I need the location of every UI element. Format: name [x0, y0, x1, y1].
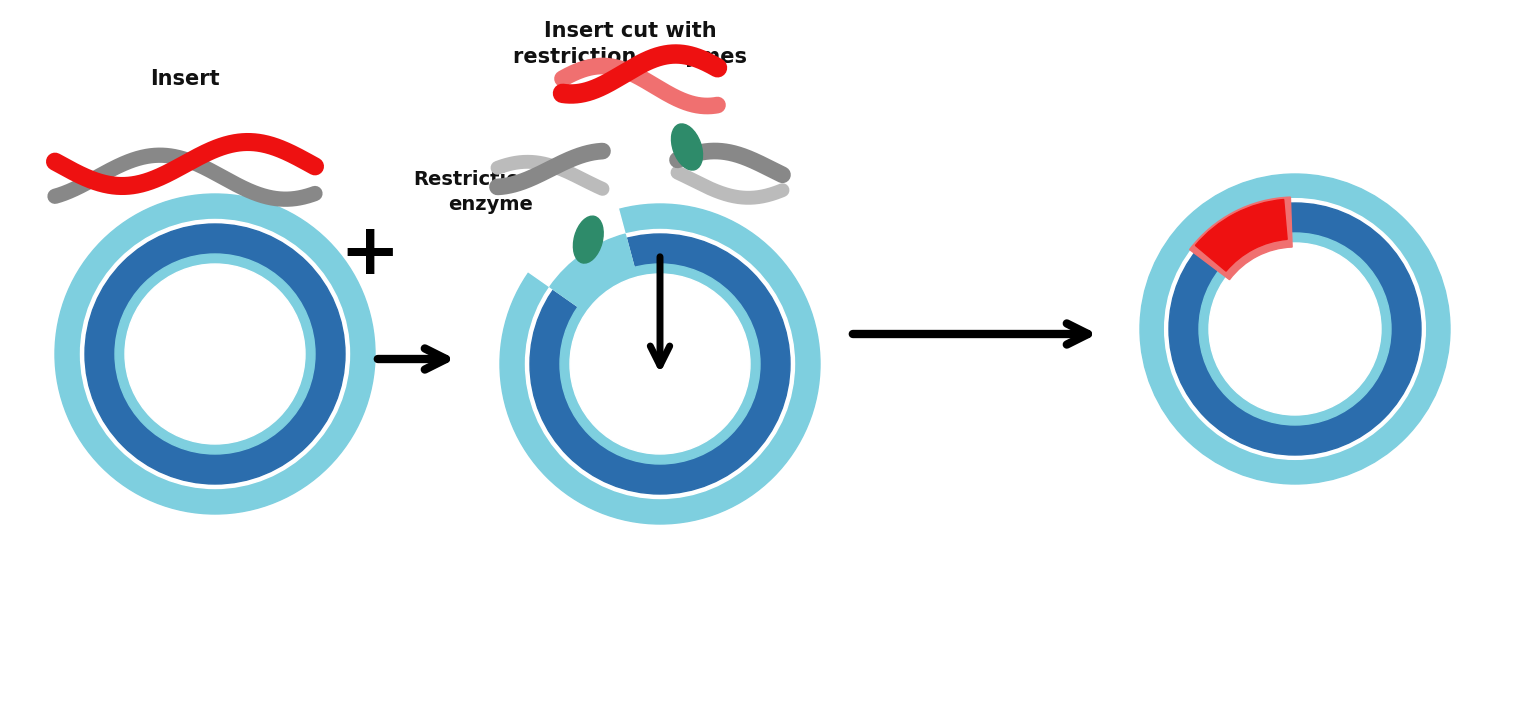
Text: Cloning vector cut
with restriction
enzymes: Cloning vector cut with restriction enzy… [559, 339, 761, 408]
Text: Recombinant
DNA: Recombinant DNA [1223, 306, 1368, 352]
Text: Insert: Insert [151, 69, 220, 89]
Circle shape [1169, 203, 1421, 455]
Circle shape [1164, 199, 1426, 459]
Circle shape [1140, 174, 1451, 484]
Circle shape [125, 264, 305, 444]
Text: Insert cut with
restriction enzymes: Insert cut with restriction enzymes [513, 21, 747, 67]
Circle shape [561, 264, 761, 464]
Text: Cloning
vector: Cloning vector [174, 337, 256, 382]
Wedge shape [1189, 197, 1292, 279]
Ellipse shape [573, 216, 604, 263]
Circle shape [85, 224, 345, 484]
Wedge shape [550, 234, 661, 364]
Circle shape [500, 204, 819, 524]
Text: Restriction
enzyme: Restriction enzyme [413, 170, 533, 213]
Circle shape [80, 220, 350, 489]
Wedge shape [1195, 199, 1287, 271]
Circle shape [55, 194, 376, 514]
Wedge shape [525, 205, 661, 364]
Circle shape [1200, 233, 1391, 425]
Circle shape [1209, 243, 1381, 415]
Text: +: + [340, 220, 400, 289]
Circle shape [570, 274, 750, 454]
Circle shape [530, 234, 790, 494]
Circle shape [116, 254, 316, 454]
Circle shape [525, 230, 795, 498]
Ellipse shape [671, 124, 702, 170]
